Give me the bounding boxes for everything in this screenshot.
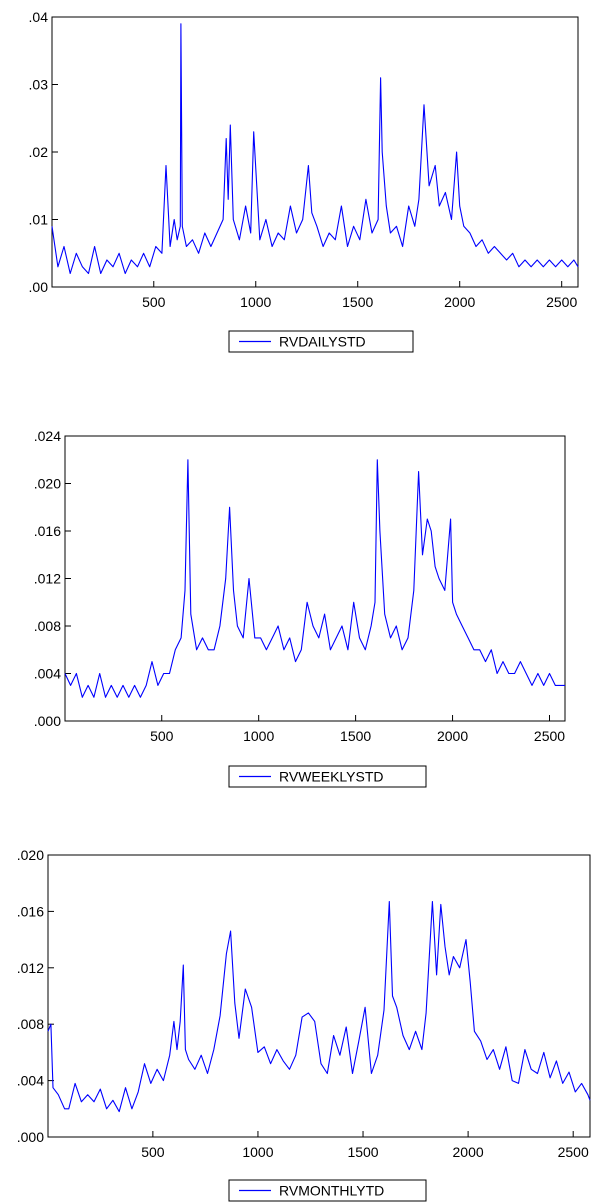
legend-label: RVWEEKLYSTD bbox=[279, 769, 384, 785]
x-tick-label: 500 bbox=[142, 294, 166, 310]
series-line-rvdailystd bbox=[51, 23, 579, 275]
y-tick-label: .016 bbox=[17, 903, 44, 919]
x-tick-label: 2500 bbox=[534, 728, 565, 744]
x-tick-label: 1000 bbox=[240, 294, 271, 310]
legend-label: RVMONTHLYTD bbox=[279, 1183, 384, 1199]
x-tick-label: 1500 bbox=[340, 728, 371, 744]
x-tick-label: 2500 bbox=[558, 1144, 589, 1160]
y-tick-label: .004 bbox=[34, 666, 61, 682]
x-tick-label: 1000 bbox=[243, 728, 274, 744]
plot-frame bbox=[47, 854, 591, 1138]
chart-3: .000 .004 .008 .012 .016 .020 500 1000 1500 2000 2… bbox=[17, 847, 591, 1202]
y-tick-label: .008 bbox=[17, 1016, 44, 1032]
y-tick-label: .04 bbox=[29, 9, 49, 25]
y-tick-label: .004 bbox=[17, 1073, 44, 1089]
legend-box bbox=[228, 330, 414, 353]
legend-label: RVDAILYSTD bbox=[279, 334, 366, 350]
y-tick-label: .008 bbox=[34, 618, 61, 634]
plot-frame bbox=[51, 16, 579, 288]
legend: RVMONTHLYTD bbox=[228, 1179, 427, 1202]
y-tick-label: .012 bbox=[34, 571, 61, 587]
y-tick-label: .024 bbox=[34, 428, 61, 444]
y-tick-label: .016 bbox=[34, 523, 61, 539]
x-tick-label: 2000 bbox=[437, 728, 468, 744]
x-tick-label: 2500 bbox=[546, 294, 577, 310]
y-tick-label: .01 bbox=[29, 212, 49, 228]
plot-frame bbox=[64, 435, 566, 722]
x-tick-label: 500 bbox=[150, 728, 174, 744]
legend-box bbox=[228, 1179, 427, 1202]
y-tick-label: .00 bbox=[29, 279, 49, 295]
chart-2: .000 .004 .008 .012 .016 .020 .024 500 1000 1500 2… bbox=[34, 428, 566, 788]
legend: RVWEEKLYSTD bbox=[228, 765, 427, 788]
x-tick-label: 1000 bbox=[242, 1144, 273, 1160]
y-tick-label: .020 bbox=[34, 476, 61, 492]
legend: RVDAILYSTD bbox=[228, 330, 414, 353]
x-tick-label: 2000 bbox=[444, 294, 475, 310]
y-tick-label: .000 bbox=[34, 713, 61, 729]
x-tick-label: 1500 bbox=[342, 294, 373, 310]
series-line-rvweeklystd bbox=[64, 459, 565, 698]
chart-1: .00 .01 .02 .03 .04 500 1000 1500 2000 2500 RVDAIL… bbox=[29, 9, 579, 353]
x-tick-label: 1500 bbox=[347, 1144, 378, 1160]
x-tick-label: 2000 bbox=[453, 1144, 484, 1160]
series-line-rvmonthlytd bbox=[47, 900, 591, 1113]
y-tick-label: .020 bbox=[17, 847, 44, 863]
legend-box bbox=[228, 765, 427, 788]
y-tick-label: .02 bbox=[29, 144, 49, 160]
x-tick-label: 500 bbox=[141, 1144, 165, 1160]
y-tick-label: .012 bbox=[17, 960, 44, 976]
y-tick-label: .03 bbox=[29, 77, 49, 93]
y-tick-label: .000 bbox=[17, 1129, 44, 1145]
